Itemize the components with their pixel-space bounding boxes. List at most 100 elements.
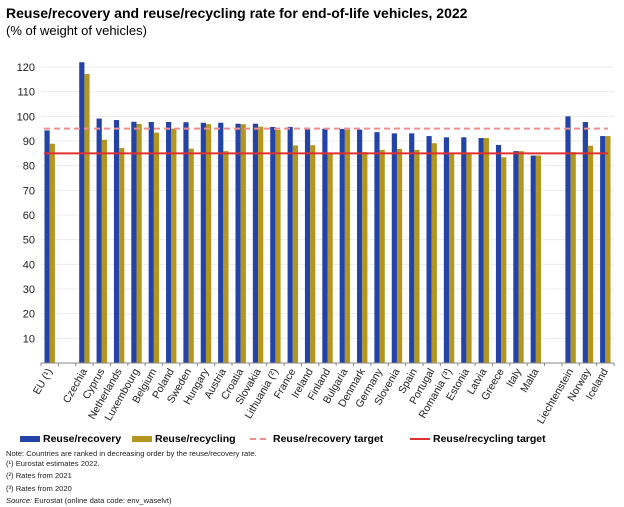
bar-reuse-recovery: [461, 137, 467, 363]
x-tick-label: Malta: [518, 366, 541, 394]
bar-reuse-recycling: [136, 123, 142, 363]
legend-item-reuse-recovery: Reuse/recovery: [20, 433, 121, 445]
bar-reuse-recovery: [218, 122, 224, 363]
bar-reuse-recycling: [344, 129, 351, 363]
bar-reuse-recovery: [96, 118, 102, 363]
legend-label: Reuse/recovery target: [273, 433, 384, 445]
note-text: Note: Countries are ranked in decreasing…: [6, 449, 257, 458]
y-tick-label: 120: [17, 62, 35, 74]
bar-reuse-recycling: [327, 153, 333, 363]
bar-reuse-recovery: [582, 122, 588, 363]
legend-item-recycling-target: Reuse/recycling target: [410, 433, 546, 445]
chart-title: Reuse/recovery and reuse/recycling rate …: [6, 5, 468, 21]
bar-reuse-recycling: [587, 145, 594, 363]
footnote-3: (³) Rates from 2020: [6, 483, 72, 493]
bar-reuse-recycling: [223, 151, 229, 363]
chart-subtitle: (% of weight of vehicles): [6, 23, 147, 38]
footnote-1: (¹) Eurostat estimates 2022.: [6, 459, 100, 469]
bar-reuse-recovery: [339, 128, 345, 363]
bar-reuse-recovery: [513, 151, 519, 363]
y-tick-label: 40: [23, 259, 35, 271]
bar-reuse-recovery: [565, 116, 571, 363]
bar-reuse-recycling: [501, 157, 507, 363]
bar-reuse-recycling: [101, 139, 107, 363]
source-text: Eurostat (online data code: env_waselvt): [32, 495, 172, 505]
bar-reuse-recycling: [396, 148, 403, 363]
bar-reuse-recovery: [443, 137, 450, 363]
bar-reuse-recovery: [530, 155, 536, 363]
bar-reuse-recovery: [131, 121, 137, 363]
legend-label: Reuse/recycling target: [433, 433, 546, 445]
y-tick-label: 80: [23, 161, 35, 173]
bar-reuse-recovery: [44, 130, 50, 363]
source-label: Source:: [6, 495, 33, 505]
bar-reuse-recycling: [119, 147, 125, 363]
bar-reuse-recycling: [240, 124, 246, 363]
bar-reuse-recycling: [188, 148, 194, 363]
bar-reuse-recycling: [483, 138, 489, 363]
notes: Note: Countries are ranked in decreasing…: [6, 449, 257, 506]
bar-reuse-recycling: [362, 152, 368, 363]
bar-reuse-recycling: [379, 149, 385, 363]
bar-reuse-recovery: [478, 138, 484, 363]
y-tick-label: 20: [23, 309, 35, 321]
bar-reuse-recovery: [166, 122, 172, 363]
bar-reuse-recovery: [252, 123, 259, 363]
dashed-line-swatch: [250, 438, 270, 440]
y-tick-label: 30: [23, 284, 35, 296]
bar-reuse-recycling: [84, 73, 90, 363]
legend-label: Reuse/recycling: [155, 433, 236, 445]
y-tick-label: 10: [23, 333, 35, 345]
bar-reuse-recovery: [235, 123, 241, 363]
legend-item-recovery-target: Reuse/recovery target: [250, 433, 383, 445]
bar-reuse-recycling: [275, 129, 281, 363]
y-tick-label: 50: [23, 235, 35, 247]
bar-reuse-recycling: [570, 152, 576, 363]
bar-reuse-recovery: [495, 144, 502, 363]
legend-swatch: [20, 436, 40, 442]
bar-reuse-recovery: [409, 133, 415, 363]
bar-reuse-recycling: [292, 145, 298, 363]
bar-reuse-recovery: [357, 129, 363, 363]
y-tick-label: 70: [23, 185, 35, 197]
bar-reuse-recovery: [287, 126, 293, 363]
y-tick-label: 90: [23, 136, 35, 148]
y-tick-label: 100: [17, 111, 35, 123]
bar-reuse-recycling: [205, 124, 212, 363]
bar-reuse-recycling: [153, 132, 160, 363]
bar-reuse-recycling: [310, 145, 316, 363]
bar-reuse-recovery: [391, 133, 397, 363]
legend-item-reuse-recycling: Reuse/recycling: [132, 433, 236, 445]
source: Source: Eurostat (online data code: env_…: [6, 496, 257, 506]
bar-reuse-recovery: [183, 122, 189, 364]
bar-reuse-recycling: [414, 149, 420, 363]
bar-reuse-recovery: [304, 127, 311, 364]
bar-reuse-recycling: [466, 153, 472, 363]
y-tick-label: 110: [17, 87, 35, 99]
bar-reuse-recycling: [518, 151, 524, 363]
bar-reuse-recovery: [322, 128, 328, 363]
bar-reuse-recovery: [270, 126, 276, 363]
bar-reuse-recycling: [535, 155, 542, 363]
legend: Reuse/recovery Reuse/recycling Reuse/rec…: [0, 433, 624, 447]
bar-reuse-recovery: [79, 62, 85, 364]
bar-reuse-recycling: [449, 153, 455, 363]
bar-reuse-recycling: [431, 143, 437, 363]
footnote-2: (²) Rates from 2021: [6, 471, 72, 481]
legend-label: Reuse/recovery: [43, 433, 122, 445]
bar-reuse-recycling: [605, 136, 611, 363]
y-tick-label: 60: [23, 210, 35, 222]
legend-swatch: [132, 436, 152, 442]
solid-line-swatch: [410, 438, 430, 440]
bar-reuse-recycling: [49, 143, 55, 363]
x-tick-label: EU (¹): [31, 367, 55, 397]
bar-reuse-recovery: [113, 120, 120, 364]
bar-reuse-recovery: [374, 132, 380, 363]
bar-reuse-recycling: [171, 128, 177, 363]
bar-reuse-recovery: [148, 122, 154, 363]
bar-reuse-recovery: [200, 122, 206, 363]
bar-reuse-recovery: [426, 136, 432, 363]
bar-reuse-recycling: [258, 126, 264, 364]
bar-reuse-recovery: [600, 136, 606, 363]
